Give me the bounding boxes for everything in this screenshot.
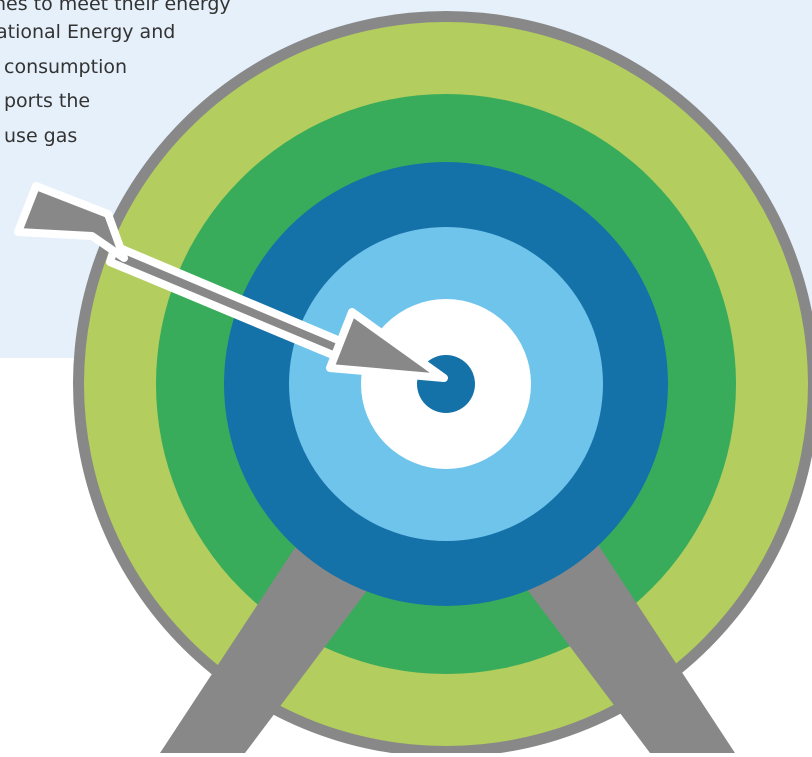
- text-line: ational Energy and: [0, 21, 175, 43]
- stand-leg: [160, 540, 375, 753]
- text-line: nes to meet their energy: [0, 0, 231, 15]
- text-line: ports the: [4, 90, 90, 112]
- arrow: [14, 182, 448, 382]
- text-line: use gas: [4, 125, 77, 147]
- arrow-fletching: [14, 182, 128, 262]
- arrow-head: [326, 308, 448, 382]
- text-line: consumption: [4, 56, 127, 78]
- stand-leg: [520, 540, 735, 753]
- target: [73, 11, 812, 757]
